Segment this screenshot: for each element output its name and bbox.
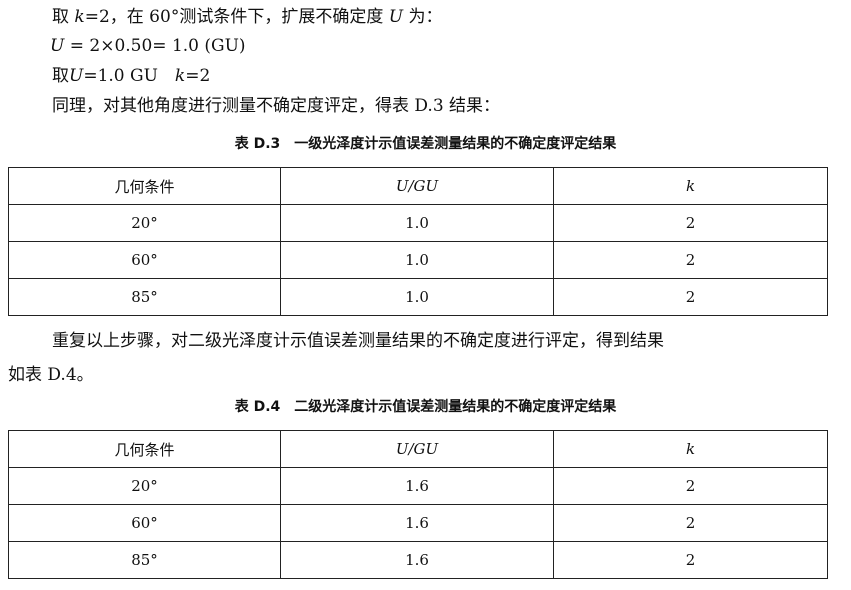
paragraph-repeat-cont: 如表 D.4。	[8, 365, 94, 385]
cell: 1.0	[280, 278, 554, 316]
paragraph-repeat: 重复以上步骤，对二级光泽度计示值误差测量结果的不确定度进行评定，得到结果	[52, 331, 664, 351]
table-row: 20° 1.6 2	[8, 467, 828, 505]
cell: 2	[553, 278, 828, 316]
text: = 2×0.50= 1.0 (GU)	[64, 36, 246, 56]
symbol-U: U	[50, 36, 65, 56]
header-cell: 几何条件	[8, 430, 281, 468]
header-cell: k	[553, 167, 828, 205]
paragraph-similar: 同理，对其他角度进行测量不确定度评定，得表 D.3 结果：	[52, 96, 501, 116]
text: 取	[52, 66, 69, 86]
text: =2	[185, 66, 211, 86]
table-caption-d3: 表 D.3 一级光泽度计示值误差测量结果的不确定度评定结果	[234, 136, 617, 152]
text: =1.0 GU	[83, 66, 175, 86]
text: =2，在 60°测试条件下，扩展不确定度	[84, 7, 389, 27]
paragraph-take-U: 取U=1.0 GU k=2	[52, 66, 210, 86]
cell: 2	[553, 204, 828, 242]
cell: 1.0	[280, 204, 554, 242]
header-text: k	[685, 177, 696, 195]
cell: 2	[553, 241, 828, 279]
cell: 60°	[8, 504, 281, 542]
paragraph-k-value: 取 k=2，在 60°测试条件下，扩展不确定度 U 为：	[52, 7, 442, 27]
text: 取	[52, 7, 75, 27]
table-row: 60° 1.6 2	[8, 504, 828, 542]
equation-U: U = 2×0.50= 1.0 (GU)	[50, 36, 246, 56]
table-header-row: 几何条件 U/GU k	[8, 167, 828, 205]
cell: 1.6	[280, 504, 554, 542]
symbol-k: k	[74, 7, 85, 27]
table-d4: 几何条件 U/GU k 20° 1.6 2 60° 1.6 2 85° 1.6 2	[8, 430, 828, 579]
cell: 20°	[8, 467, 281, 505]
symbol-k: k	[174, 66, 186, 86]
table-row: 20° 1.0 2	[8, 204, 828, 242]
header-text: U/GU	[395, 440, 439, 458]
cell: 2	[553, 467, 828, 505]
header-cell: 几何条件	[8, 167, 281, 205]
header-cell: k	[553, 430, 828, 468]
cell: 1.0	[280, 241, 554, 279]
cell: 1.6	[280, 467, 554, 505]
cell: 20°	[8, 204, 281, 242]
header-text: k	[685, 440, 696, 458]
table-row: 85° 1.6 2	[8, 541, 828, 579]
header-cell: U/GU	[280, 430, 554, 468]
symbol-U: U	[69, 66, 84, 86]
symbol-U: U	[388, 7, 404, 27]
cell: 85°	[8, 541, 281, 579]
cell: 60°	[8, 241, 281, 279]
cell: 2	[553, 504, 828, 542]
table-header-row: 几何条件 U/GU k	[8, 430, 828, 468]
table-row: 85° 1.0 2	[8, 278, 828, 316]
header-text: U/GU	[395, 177, 439, 195]
table-caption-d4: 表 D.4 二级光泽度计示值误差测量结果的不确定度评定结果	[234, 399, 617, 415]
cell: 85°	[8, 278, 281, 316]
table-d3: 几何条件 U/GU k 20° 1.0 2 60° 1.0 2 85° 1.0 2	[8, 167, 828, 316]
table-row: 60° 1.0 2	[8, 241, 828, 279]
cell: 2	[553, 541, 828, 579]
header-cell: U/GU	[280, 167, 554, 205]
text: 为：	[403, 7, 443, 27]
cell: 1.6	[280, 541, 554, 579]
